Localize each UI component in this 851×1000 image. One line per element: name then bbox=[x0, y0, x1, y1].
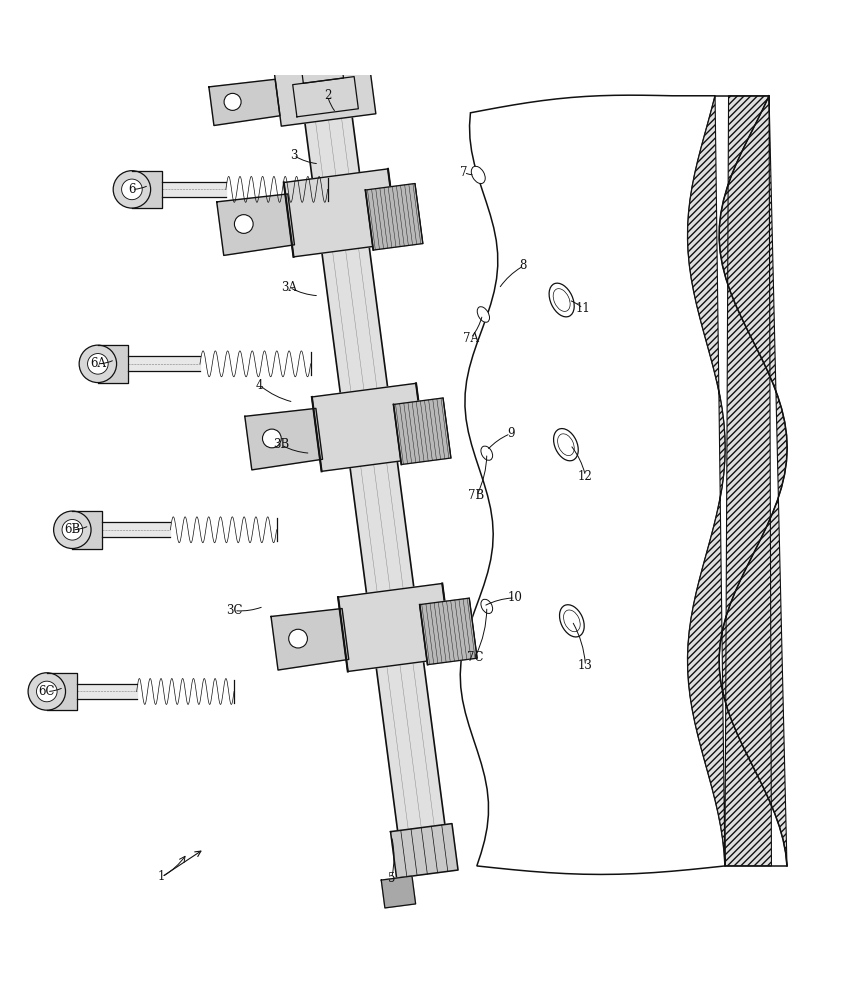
Text: 4: 4 bbox=[256, 379, 263, 392]
Polygon shape bbox=[338, 583, 452, 671]
Circle shape bbox=[79, 345, 117, 383]
Polygon shape bbox=[460, 95, 725, 874]
Polygon shape bbox=[295, 0, 330, 9]
Text: 6B: 6B bbox=[64, 523, 81, 536]
Ellipse shape bbox=[559, 605, 585, 637]
Circle shape bbox=[262, 429, 281, 448]
Circle shape bbox=[122, 179, 142, 200]
Circle shape bbox=[54, 511, 91, 549]
Polygon shape bbox=[283, 3, 347, 35]
Text: 1: 1 bbox=[158, 870, 165, 883]
Text: 10: 10 bbox=[507, 591, 523, 604]
Polygon shape bbox=[132, 171, 162, 208]
Text: 7B: 7B bbox=[468, 489, 485, 502]
Text: 8: 8 bbox=[520, 259, 527, 272]
Text: 7: 7 bbox=[460, 166, 467, 179]
Text: 3: 3 bbox=[290, 149, 297, 162]
Polygon shape bbox=[393, 398, 451, 465]
Ellipse shape bbox=[471, 166, 485, 184]
Text: 9: 9 bbox=[507, 427, 514, 440]
Ellipse shape bbox=[563, 610, 580, 632]
Circle shape bbox=[88, 354, 108, 374]
Polygon shape bbox=[217, 194, 294, 255]
Polygon shape bbox=[391, 824, 458, 878]
Ellipse shape bbox=[477, 307, 489, 322]
Text: 11: 11 bbox=[575, 302, 591, 315]
Polygon shape bbox=[47, 673, 77, 710]
Text: 13: 13 bbox=[578, 659, 593, 672]
Ellipse shape bbox=[481, 446, 493, 460]
Polygon shape bbox=[245, 408, 323, 470]
Polygon shape bbox=[381, 876, 415, 908]
Circle shape bbox=[288, 629, 307, 648]
Ellipse shape bbox=[549, 283, 574, 317]
Circle shape bbox=[224, 93, 241, 110]
Polygon shape bbox=[77, 684, 137, 699]
Text: 5: 5 bbox=[388, 872, 395, 885]
Circle shape bbox=[28, 673, 66, 710]
Ellipse shape bbox=[481, 599, 493, 613]
Polygon shape bbox=[128, 356, 200, 371]
Polygon shape bbox=[271, 609, 349, 670]
Text: 6C: 6C bbox=[38, 685, 55, 698]
Circle shape bbox=[62, 519, 83, 540]
Polygon shape bbox=[98, 345, 128, 383]
Polygon shape bbox=[291, 27, 346, 55]
Ellipse shape bbox=[553, 429, 579, 461]
Circle shape bbox=[234, 215, 253, 233]
Circle shape bbox=[113, 171, 151, 208]
Polygon shape bbox=[688, 96, 787, 866]
Text: 3B: 3B bbox=[272, 438, 289, 451]
Polygon shape bbox=[287, 0, 447, 845]
Polygon shape bbox=[274, 57, 376, 126]
Text: 6A: 6A bbox=[90, 357, 106, 370]
Polygon shape bbox=[72, 511, 102, 549]
Polygon shape bbox=[311, 383, 426, 471]
Polygon shape bbox=[300, 49, 344, 83]
Polygon shape bbox=[420, 598, 477, 665]
Text: 12: 12 bbox=[578, 470, 593, 483]
Polygon shape bbox=[293, 77, 358, 117]
Text: 7C: 7C bbox=[466, 651, 483, 664]
Text: 3C: 3C bbox=[226, 604, 243, 617]
Text: 3A: 3A bbox=[282, 281, 297, 294]
Circle shape bbox=[37, 681, 57, 702]
Ellipse shape bbox=[557, 434, 574, 456]
Polygon shape bbox=[102, 522, 170, 537]
Polygon shape bbox=[365, 184, 423, 250]
Polygon shape bbox=[208, 79, 280, 126]
Ellipse shape bbox=[553, 289, 570, 311]
Text: 2: 2 bbox=[324, 89, 331, 102]
Polygon shape bbox=[162, 182, 226, 197]
Text: 6: 6 bbox=[129, 183, 135, 196]
Polygon shape bbox=[283, 169, 397, 257]
Text: 7A: 7A bbox=[463, 332, 478, 345]
